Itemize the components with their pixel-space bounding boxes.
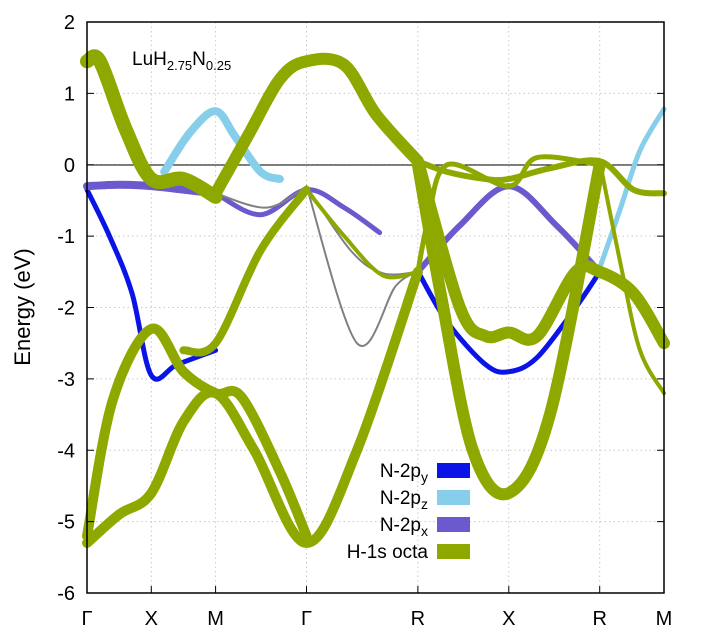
y-tick-label: 0 (64, 155, 75, 177)
band-line-18 (414, 157, 667, 197)
x-tick-label: X (502, 608, 515, 630)
band-line-17 (411, 155, 670, 350)
legend-swatch (437, 463, 470, 478)
band-line-3 (597, 106, 667, 271)
band-line-16 (411, 158, 606, 501)
y-tick-label: -2 (57, 298, 75, 320)
y-tick-label: 1 (64, 83, 75, 105)
legend: N-2py N-2pz N-2px H-1s octa (347, 461, 470, 563)
band-line-11 (209, 52, 424, 200)
band-line-7 (214, 185, 308, 209)
legend-swatch (437, 490, 470, 505)
x-tick-label: Γ (81, 608, 92, 630)
y-axis-label: Energy (eV) (10, 248, 35, 365)
x-tick-label: M (207, 608, 224, 630)
band-line-14 (179, 185, 311, 357)
legend-label: N-2px (380, 515, 428, 539)
chart-title: LuH2.75N0.25 (132, 49, 231, 73)
legend-swatch (437, 517, 470, 532)
band-line-15 (304, 187, 420, 280)
band-line-8 (305, 185, 419, 276)
y-tick-label: -6 (57, 583, 75, 605)
y-tick-label: -3 (57, 369, 75, 391)
legend-label: N-2pz (380, 488, 428, 512)
band-line-19 (597, 159, 666, 396)
band-line-2 (160, 107, 284, 183)
x-tick-label: R (411, 608, 425, 630)
x-tick-label: Γ (301, 608, 312, 630)
legend-label: N-2py (380, 461, 428, 485)
y-tick-label: -5 (57, 512, 75, 534)
y-tick-label: 2 (64, 12, 75, 34)
x-tick-label: R (592, 608, 606, 630)
x-tick-label: M (656, 608, 673, 630)
band-line-9 (305, 185, 419, 347)
band-line-13 (82, 323, 312, 541)
y-tick-label: -4 (57, 440, 75, 462)
chart-title-main: LuH (132, 49, 167, 70)
y-axis-ticks: -6 -5 -4 -3 -2 -1 0 1 2 (57, 12, 664, 605)
chart-title-sub1: 2.75 (167, 58, 192, 73)
band-line-12 (82, 266, 423, 548)
y-tick-label: -1 (57, 226, 75, 248)
band-lines (80, 49, 670, 548)
chart-title-sub2: 0.25 (206, 58, 231, 73)
band-line-20 (415, 154, 603, 275)
chart-title-mid: N (192, 49, 206, 70)
x-tick-label: X (145, 608, 158, 630)
legend-swatch (437, 544, 470, 559)
band-line-10 (80, 49, 223, 204)
legend-label: H-1s octa (347, 542, 429, 563)
